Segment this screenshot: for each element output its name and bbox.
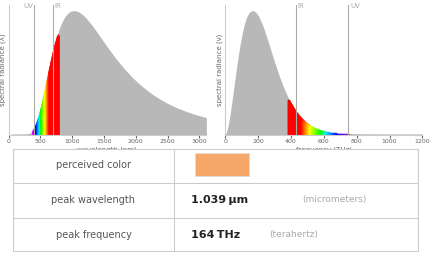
Text: peak wavelength: peak wavelength	[51, 195, 135, 205]
Text: 1.039 μm: 1.039 μm	[190, 195, 247, 205]
Text: IR: IR	[297, 3, 303, 9]
Text: peak frequency: peak frequency	[55, 230, 131, 240]
Text: (terahertz): (terahertz)	[269, 230, 317, 239]
X-axis label: wavelength (nm): wavelength (nm)	[77, 147, 137, 153]
Y-axis label: spectral radiance (λ): spectral radiance (λ)	[0, 34, 6, 106]
Text: perceived color: perceived color	[56, 160, 131, 170]
Text: 164 THz: 164 THz	[190, 230, 239, 240]
Text: (micrometers): (micrometers)	[302, 195, 366, 204]
X-axis label: frequency (THz): frequency (THz)	[295, 147, 351, 153]
Bar	[194, 153, 248, 176]
Text: UV: UV	[23, 3, 33, 9]
Y-axis label: spectral radiance (ν): spectral radiance (ν)	[215, 34, 222, 106]
Text: IR: IR	[54, 3, 61, 9]
Text: UV: UV	[349, 3, 359, 9]
